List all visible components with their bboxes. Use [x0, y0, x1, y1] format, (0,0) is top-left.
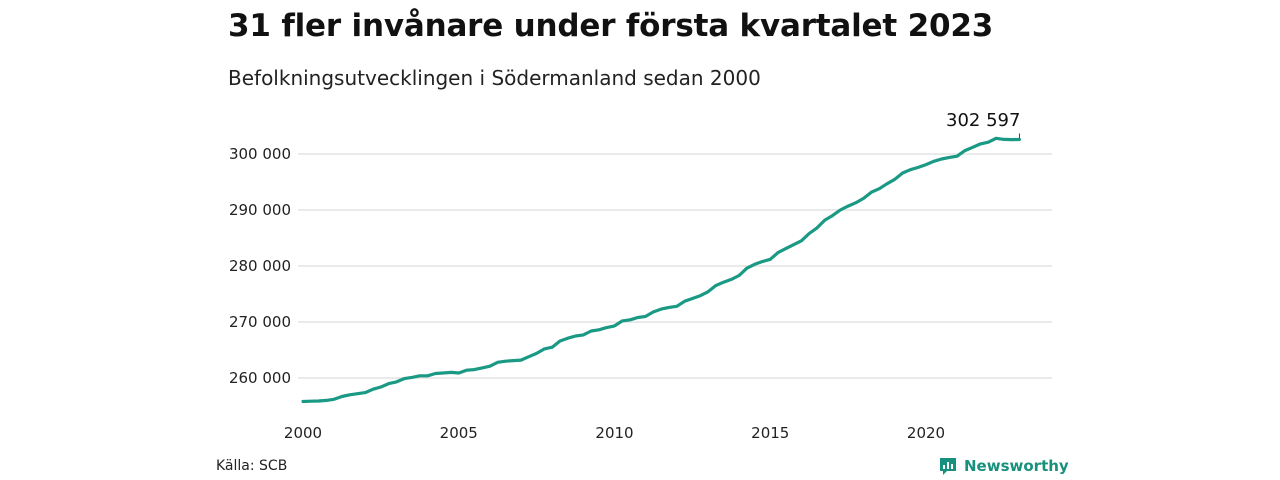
x-tick-label: 2015 [751, 424, 789, 442]
end-value-label: 302 597 [946, 110, 1020, 131]
chart-title: 31 fler invånare under första kvartalet … [228, 8, 994, 44]
y-tick-label: 290 000 [229, 201, 291, 219]
population-series-line [301, 136, 1022, 404]
y-tick-label: 270 000 [229, 313, 291, 331]
y-tick-label: 280 000 [229, 257, 291, 275]
x-axis-ticks: 2000 2005 2010 2015 2020 [284, 424, 945, 442]
y-tick-label: 260 000 [229, 369, 291, 387]
source-note: Källa: SCB [216, 458, 288, 474]
series-group [301, 136, 1022, 404]
x-tick-label: 2000 [284, 424, 322, 442]
x-tick-label: 2005 [440, 424, 478, 442]
y-axis-ticks: 260 000 270 000 280 000 290 000 300 000 [229, 145, 291, 387]
y-tick-label: 300 000 [229, 145, 291, 163]
brand-name: Newsworthy [964, 457, 1069, 475]
newsworthy-logo-icon [940, 458, 956, 475]
brand-logo: Newsworthy [938, 456, 1069, 476]
end-annotation-group: 302 597 [946, 110, 1020, 139]
x-tick-label: 2010 [595, 424, 633, 442]
x-tick-label: 2020 [907, 424, 945, 442]
chart-subtitle: Befolkningsutvecklingen i Södermanland s… [228, 66, 761, 90]
y-gridlines [298, 153, 1052, 379]
